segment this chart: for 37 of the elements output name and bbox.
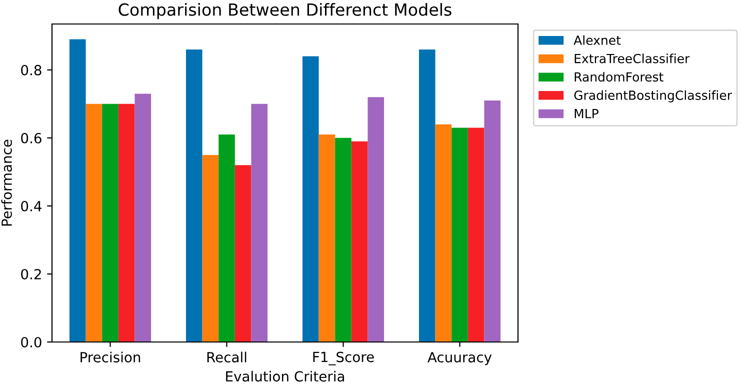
bar (335, 138, 352, 342)
bar (251, 104, 268, 342)
bar (435, 124, 452, 342)
y-tick-label: 0.6 (21, 132, 42, 144)
bar (234, 165, 252, 342)
bar (468, 128, 484, 342)
y-axis-title: Performance (1, 140, 12, 226)
x-tick-label: F1_Score (313, 352, 374, 366)
bar (134, 94, 152, 342)
x-tick-label: Acuuracy (428, 352, 492, 366)
x-tick-label: Precision (80, 352, 140, 362)
bar (86, 104, 102, 342)
x-axis-title: Evalution Criteria (226, 370, 344, 382)
y-tick-label: 0.8 (21, 64, 42, 76)
chart-title: Comparision Between Differenct Models (118, 3, 452, 20)
bar (418, 50, 436, 342)
legend-label: GradientBostingClassifier (574, 90, 732, 102)
y-tick-label: 0.4 (21, 200, 42, 212)
bar (368, 97, 384, 342)
y-tick-label: 0.2 (21, 268, 41, 280)
bar (102, 104, 118, 342)
bar (218, 134, 235, 342)
bar (118, 104, 135, 342)
bar (318, 134, 336, 342)
legend-label: RandomForest (574, 72, 664, 82)
bar (351, 141, 368, 342)
x-tick-label: Recall (207, 352, 246, 362)
bar (302, 56, 319, 342)
bar (69, 39, 86, 342)
y-tick-label: 0.0 (21, 336, 42, 348)
bar (452, 128, 468, 342)
bar (484, 100, 501, 342)
legend-label: Alexnet (574, 35, 621, 45)
legend-label: MLP (574, 109, 598, 118)
bar (186, 50, 202, 342)
bar (202, 154, 219, 342)
legend-label: ExtraTreeClassifier (574, 54, 690, 64)
